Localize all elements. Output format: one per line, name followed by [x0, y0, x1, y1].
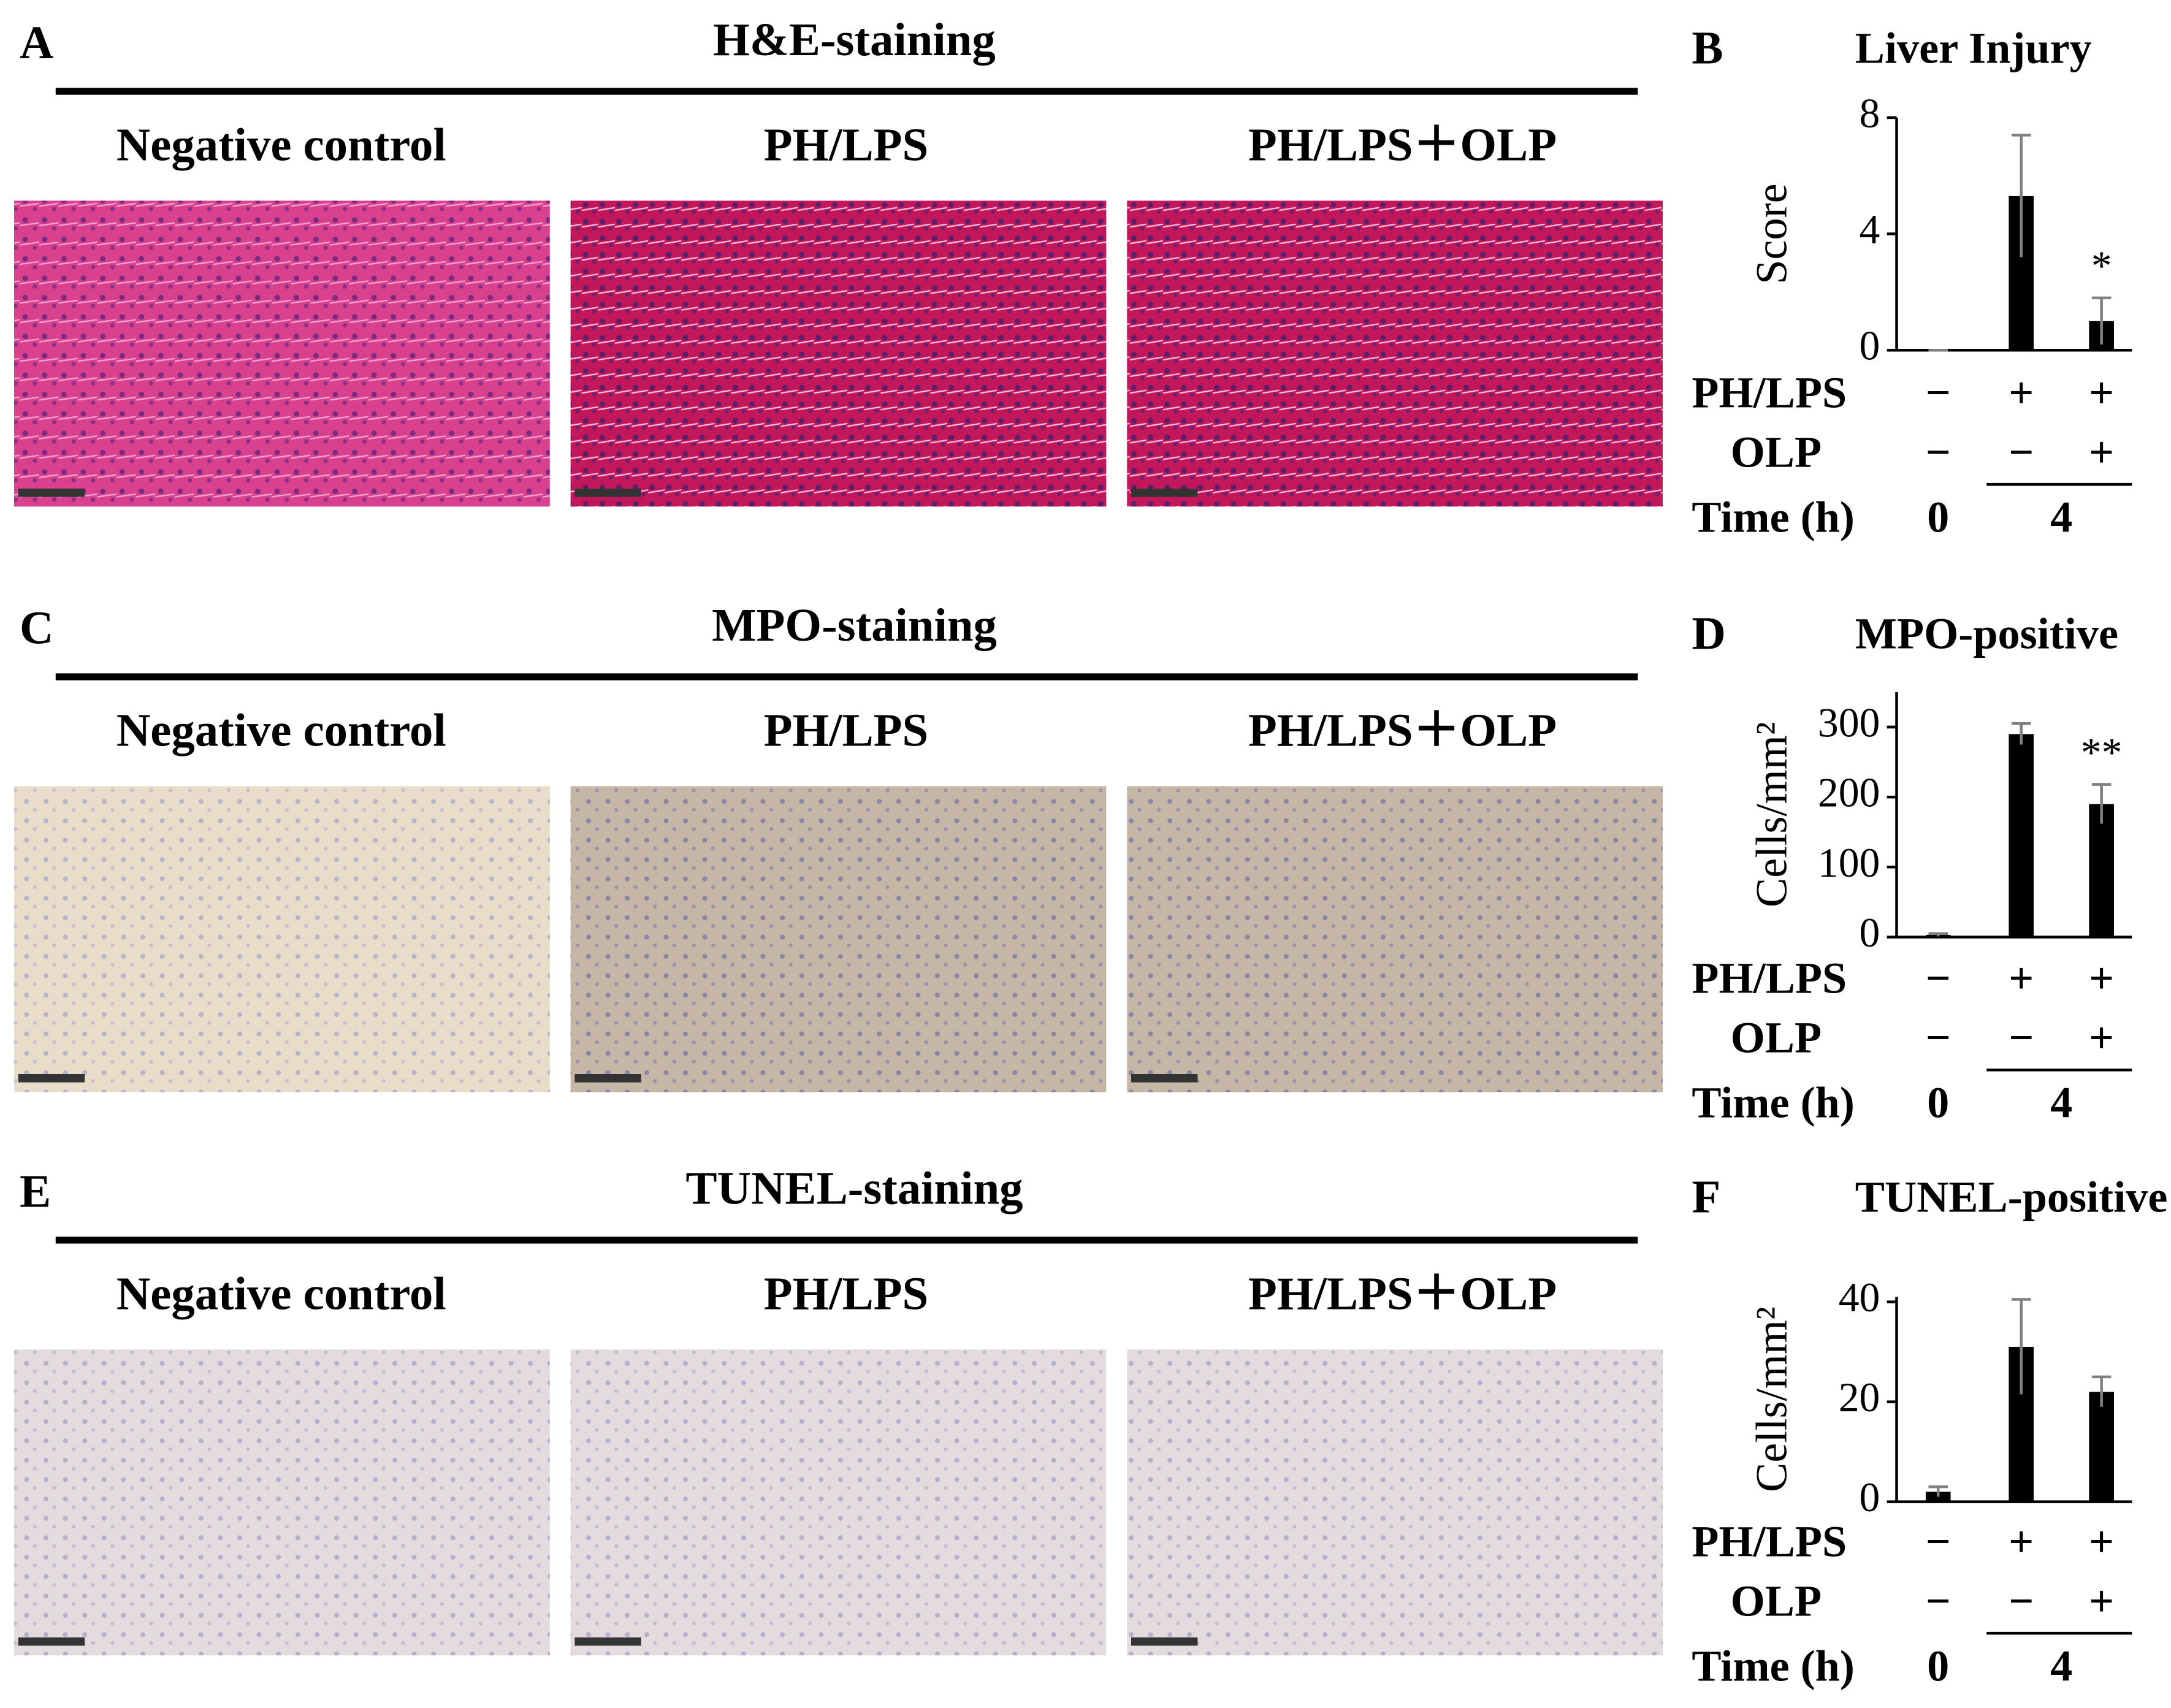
y-tick-label: 0	[1860, 1474, 1880, 1520]
scale-bar	[574, 1073, 641, 1083]
row-label: OLP	[1731, 428, 1822, 477]
micrograph	[570, 786, 1107, 1092]
chart-title: MPO-positive	[1855, 609, 2118, 658]
image-label: PH/LPS＋OLP	[1248, 704, 1557, 756]
row-cell: 0	[1927, 1078, 1949, 1127]
bar	[2009, 734, 2034, 937]
panel-title: TUNEL-staining	[685, 1162, 1023, 1214]
row-cell: 4	[2050, 1642, 2072, 1691]
row-label: PH/LPS	[1692, 1517, 1847, 1566]
micrograph	[1127, 786, 1663, 1092]
y-tick-label: 0	[1860, 910, 1880, 956]
y-tick-label: 0	[1860, 323, 1880, 369]
y-tick-label: 100	[1818, 840, 1880, 886]
image-label: Negative control	[116, 704, 446, 756]
image-label: PH/LPS	[764, 704, 929, 756]
y-tick-label: 300	[1818, 700, 1880, 745]
y-tick-label: 40	[1839, 1275, 1880, 1321]
chart-title: Liver Injury	[1855, 23, 2092, 72]
y-axis-label: Cells/mm²	[1747, 1306, 1796, 1492]
row-cell: −	[1926, 368, 1951, 417]
micrograph	[570, 200, 1107, 507]
image-label: PH/LPS＋OLP	[1248, 118, 1557, 170]
scale-bar	[1131, 1637, 1198, 1646]
panel-label: C	[20, 601, 53, 654]
y-tick-label: 200	[1818, 770, 1880, 816]
row-cell: −	[1926, 954, 1951, 1003]
row-cell: −	[2009, 428, 2034, 477]
chart-title: TUNEL-positive	[1855, 1172, 2168, 1221]
micrograph	[14, 1349, 550, 1656]
micrograph	[14, 200, 550, 507]
image-label: PH/LPS＋OLP	[1248, 1267, 1557, 1319]
panel-label: B	[1692, 21, 1723, 74]
bar	[2089, 804, 2114, 937]
row-cell: 0	[1927, 493, 1949, 542]
panel-title: MPO-staining	[712, 599, 997, 651]
panel-label: F	[1692, 1170, 1720, 1222]
panel-label: E	[20, 1165, 51, 1217]
bar	[2089, 1392, 2114, 1502]
row-cell: −	[1926, 1517, 1951, 1566]
scale-bar	[18, 1637, 85, 1646]
y-tick-label: 20	[1839, 1374, 1880, 1420]
row-label: Time (h)	[1692, 1642, 1855, 1691]
row-label: PH/LPS	[1692, 368, 1847, 417]
significance: **	[2081, 730, 2123, 776]
row-label: PH/LPS	[1692, 954, 1847, 1003]
row-label: Time (h)	[1692, 493, 1855, 542]
y-axis-label: Score	[1747, 183, 1796, 284]
row-cell: −	[2009, 1577, 2034, 1626]
row-cell: +	[2089, 954, 2114, 1003]
image-label: Negative control	[116, 1267, 446, 1319]
row-cell: 4	[2050, 1078, 2072, 1127]
y-tick-label: 4	[1860, 207, 1880, 253]
micrograph	[1127, 200, 1663, 507]
scale-bar	[1131, 1073, 1198, 1083]
significance: *	[2091, 243, 2112, 289]
row-cell: +	[2089, 368, 2114, 417]
row-label: Time (h)	[1692, 1078, 1855, 1127]
row-cell: +	[2009, 954, 2034, 1003]
image-label: Negative control	[116, 118, 446, 170]
panel-title: H&E-staining	[713, 13, 996, 66]
row-cell: +	[2009, 1517, 2034, 1566]
row-label: OLP	[1731, 1013, 1822, 1062]
row-cell: −	[2009, 1013, 2034, 1062]
row-cell: 4	[2050, 493, 2072, 542]
micrograph	[14, 786, 550, 1092]
row-cell: −	[1926, 1013, 1951, 1062]
scale-bar	[574, 488, 641, 497]
image-label: PH/LPS	[764, 1267, 929, 1319]
row-cell: +	[2089, 1517, 2114, 1566]
row-cell: −	[1926, 1577, 1951, 1626]
y-tick-label: 8	[1860, 90, 1880, 136]
panel-label: A	[20, 16, 53, 68]
panel-label: D	[1692, 607, 1725, 659]
row-cell: +	[2009, 368, 2034, 417]
y-axis-label: Cells/mm²	[1747, 722, 1796, 907]
image-label: PH/LPS	[764, 118, 929, 170]
scale-bar	[1131, 488, 1198, 497]
row-cell: 0	[1927, 1642, 1949, 1691]
row-label: OLP	[1731, 1577, 1822, 1626]
micrograph	[1127, 1349, 1663, 1656]
scale-bar	[18, 1073, 85, 1083]
scale-bar	[18, 488, 85, 497]
row-cell: +	[2089, 428, 2114, 477]
row-cell: +	[2089, 1013, 2114, 1062]
row-cell: +	[2089, 1577, 2114, 1626]
row-cell: −	[1926, 428, 1951, 477]
micrograph	[570, 1349, 1107, 1656]
scale-bar	[574, 1637, 641, 1646]
